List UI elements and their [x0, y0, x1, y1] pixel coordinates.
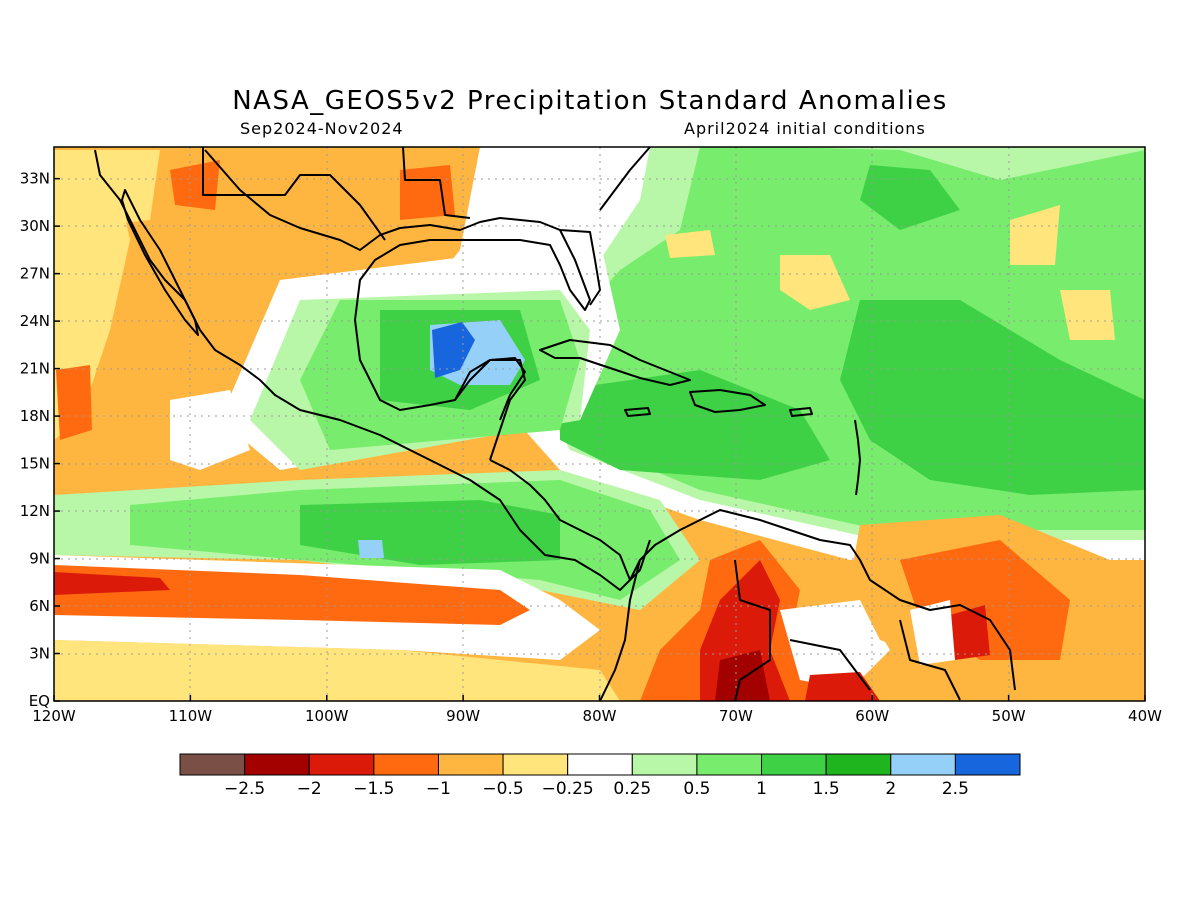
colorbar-swatch	[761, 753, 827, 776]
field-orange-northmexico	[170, 160, 220, 210]
field-yellow-atlantic-2	[1010, 205, 1060, 265]
lat-tick-label: 18N	[20, 407, 50, 425]
field-orange-pacific	[54, 565, 530, 625]
colorbar-swatch	[502, 753, 569, 776]
coast-us-east	[599, 147, 651, 211]
coast-jamaica	[624, 407, 651, 417]
field-yellow-atlantic-3	[1060, 290, 1115, 340]
lat-tick-label: 12N	[20, 502, 50, 520]
colorbar-label: −1	[426, 779, 451, 799]
coast-mexico-pacific	[94, 149, 651, 591]
colorbar-label: 1	[756, 779, 767, 799]
colorbar-label: 2	[885, 779, 896, 799]
lat-tick-label: 15N	[20, 455, 50, 473]
border-colombia-venezuela	[734, 559, 771, 701]
latitude-axis: EQ 3N 6N 9N 12N 15N 18N 21N 24N 27N 30N 33N	[20, 170, 60, 710]
colorbar-label: 2.5	[942, 779, 969, 799]
coast-florida	[559, 229, 601, 306]
colorbar-swatch	[308, 753, 375, 776]
lon-tick-label: 40W	[1128, 707, 1162, 725]
colorbar-label: −0.25	[542, 779, 594, 799]
initial-conditions: April2024 initial conditions	[684, 119, 926, 138]
colorbar-swatch	[179, 753, 246, 776]
lon-tick-label: 110W	[169, 707, 213, 725]
coast-yucatan	[454, 357, 526, 421]
forecast-period: Sep2024-Nov2024	[240, 119, 404, 138]
field-midgreen-atlantic-north	[860, 165, 960, 230]
field-yellow-atlantic-1	[780, 255, 850, 310]
lon-tick-label: 90W	[446, 707, 480, 725]
colorbar-swatch	[437, 753, 504, 776]
longitude-axis: 120W 110W 100W 90W 80W 70W 60W 50W 40W	[32, 695, 1162, 725]
field-white-guianas	[910, 600, 955, 665]
colorbar-swatch	[890, 753, 956, 776]
lon-tick-label: 80W	[583, 707, 617, 725]
lat-tick-label: 6N	[29, 597, 50, 615]
colorbar-label: 0.5	[683, 779, 710, 799]
lat-tick-label: 21N	[20, 360, 50, 378]
field-red-pacific	[54, 572, 170, 595]
lat-tick-label: EQ	[29, 692, 50, 710]
field-red-guianas	[950, 605, 990, 660]
colorbar-label: 0.25	[613, 779, 651, 799]
colorbar-label: 1.5	[813, 779, 840, 799]
border-guianas	[899, 619, 961, 701]
field-blue-gulf	[432, 322, 475, 378]
field-yellow-atlantic-4	[665, 230, 715, 258]
coast-lesser-antilles	[854, 419, 861, 496]
border-venezuela-brazil	[789, 639, 871, 691]
coast-hispaniola	[689, 389, 766, 413]
coast-puerto-rico	[789, 407, 813, 417]
lat-tick-label: 9N	[29, 550, 50, 568]
coastlines	[94, 147, 1016, 701]
colorbar-swatch	[244, 753, 310, 776]
field-darkred-southamerica	[715, 650, 770, 701]
field-yellow-northwest	[54, 150, 160, 230]
colorbar-swatch	[825, 753, 892, 776]
border-texas	[402, 147, 471, 219]
lon-tick-label: 50W	[992, 707, 1026, 725]
coast-gulf	[204, 149, 591, 461]
lat-tick-label: 24N	[20, 312, 50, 330]
colorbar-swatch	[373, 753, 439, 776]
field-midgreen-atlantic	[840, 300, 1145, 495]
border-us-mexico	[202, 147, 386, 241]
colorbar-label: −2	[297, 779, 322, 799]
lat-tick-label: 33N	[20, 170, 50, 188]
lon-tick-label: 70W	[719, 707, 753, 725]
colorbar-swatch	[567, 753, 633, 776]
field-yellow-pacific-south	[54, 640, 620, 701]
colorbar-label: −1.5	[353, 779, 394, 799]
coast-south-america-west	[599, 559, 641, 701]
field-orange-texas	[400, 165, 455, 220]
colorbar-label: −2.5	[224, 779, 265, 799]
colorbar-swatch	[696, 753, 763, 776]
lon-tick-label: 60W	[855, 707, 889, 725]
colorbar-swatch	[631, 753, 698, 776]
lat-tick-label: 30N	[20, 217, 50, 235]
coast-cuba	[539, 339, 691, 386]
coast-central-america	[489, 459, 1016, 691]
field-orange-mexico-west	[56, 365, 92, 440]
lon-tick-label: 120W	[32, 707, 76, 725]
lon-tick-label: 100W	[305, 707, 349, 725]
lat-tick-label: 27N	[20, 265, 50, 283]
field-white-southamerica	[780, 600, 890, 690]
coast-baja	[121, 189, 199, 336]
field-lightblue-pacific	[358, 540, 384, 558]
map-title: NASA_GEOS5v2 Precipitation Standard Anom…	[232, 86, 948, 116]
colorbar-label: −0.5	[482, 779, 523, 799]
anomaly-field	[54, 147, 1145, 701]
lat-tick-label: 3N	[29, 645, 50, 663]
colorbar: −2.5 −2 −1.5 −1 −0.5 −0.25 0.25 0.5 1 1.5 2 2.5	[179, 753, 1021, 799]
field-midgreen-caribbean	[560, 370, 830, 480]
colorbar-swatch	[954, 753, 1021, 776]
